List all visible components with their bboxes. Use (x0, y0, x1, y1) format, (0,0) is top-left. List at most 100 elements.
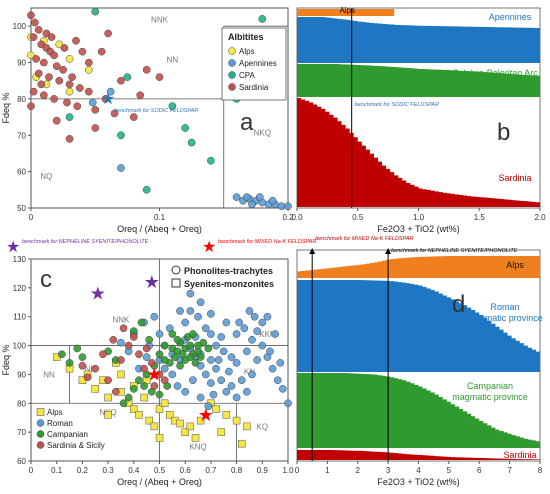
benchmark-label: benchmark for SODIC FELDSPAR (355, 102, 439, 108)
data-point (65, 87, 74, 96)
data-point (142, 344, 151, 353)
data-point (235, 318, 244, 327)
data-point (207, 309, 215, 318)
data-point (214, 356, 223, 364)
data-point (227, 353, 236, 361)
data-point (40, 91, 48, 100)
data-point (34, 25, 43, 34)
data-point (258, 318, 267, 327)
x-tick-label: 0.4 (128, 466, 140, 475)
region-label: NNK (151, 16, 169, 25)
data-point (65, 135, 74, 143)
panel-label: c (40, 266, 52, 293)
legend-label: Syenites-monzonites (184, 279, 274, 289)
legend: Alps Roman Campanian Sardinia & Sicily (36, 408, 105, 450)
data-point (72, 36, 80, 45)
data-point (91, 385, 99, 393)
data-point (217, 376, 226, 385)
data-point (88, 98, 97, 107)
data-point (181, 318, 190, 327)
data-point (129, 113, 138, 121)
data-point (248, 370, 256, 379)
data-point (29, 87, 38, 96)
x-tick-label: 3 (386, 466, 391, 475)
y-tick-label: 120 (13, 284, 27, 293)
data-point (155, 330, 164, 338)
x-axis-label: Fe2O3 + TiO2 (wt%) (377, 224, 459, 234)
legend-marker (36, 430, 45, 438)
data-point (258, 341, 267, 350)
data-point (207, 330, 215, 338)
data-point (168, 370, 177, 379)
data-point (50, 95, 58, 103)
data-point (176, 419, 184, 428)
y-tick-label: 90 (17, 370, 26, 379)
x-tick-label: 0.2 (77, 466, 89, 475)
data-point (217, 428, 225, 436)
data-point (237, 439, 246, 448)
chart-panel-b: Alps Apennines Calabro-Peloritan Arc(CPA) S… (291, 6, 546, 234)
region-label: NQ (40, 172, 52, 181)
legend-label: Sardinia & Sicily (47, 441, 105, 450)
benchmark-star: ★ (146, 364, 162, 384)
data-point (34, 69, 43, 78)
series-band (297, 17, 540, 63)
y-tick-label: 80 (17, 95, 26, 104)
data-point (109, 335, 118, 344)
data-point (68, 73, 76, 81)
y-tick-label: 100 (13, 342, 27, 351)
data-point (181, 428, 189, 436)
data-point (119, 324, 128, 333)
data-point (284, 202, 292, 211)
data-point (189, 330, 197, 338)
benchmark-label: benchmark for MIXED Na-K FELDSPAR (218, 239, 316, 245)
series-label: magmatic province (467, 313, 543, 323)
series-band (297, 450, 540, 460)
data-point (31, 18, 39, 27)
data-point (181, 387, 190, 396)
x-tick-label: 4 (416, 466, 421, 475)
x-tick-label: 0 (29, 213, 34, 222)
data-point (232, 416, 241, 425)
data-point (84, 65, 93, 74)
data-point (178, 350, 187, 359)
data-point (222, 411, 231, 419)
data-point (140, 382, 148, 390)
data-point (78, 353, 87, 361)
data-point (217, 333, 226, 341)
data-point (284, 399, 292, 408)
data-point (166, 411, 174, 419)
data-point (207, 156, 215, 165)
data-point (65, 359, 74, 367)
legend-marker (228, 83, 236, 91)
x-tick-label: 7 (507, 466, 512, 475)
data-point (91, 124, 100, 132)
data-point (29, 33, 38, 41)
data-point (204, 344, 213, 353)
data-point (104, 393, 112, 402)
data-point (168, 330, 177, 338)
data-point (155, 434, 164, 442)
data-point (104, 29, 112, 38)
data-point (101, 95, 110, 103)
benchmark-star: ★ (6, 239, 20, 256)
data-point (99, 350, 107, 359)
data-point (191, 359, 200, 367)
data-point (142, 185, 151, 194)
x-tick-label: 0 (295, 466, 300, 475)
x-tick-label: 0 (29, 466, 34, 475)
data-point (27, 102, 35, 111)
data-point (111, 387, 120, 396)
data-point (243, 387, 251, 396)
data-point (225, 367, 233, 376)
series-label: Apennines (489, 12, 532, 22)
data-point (173, 335, 182, 344)
data-point (45, 73, 53, 81)
series-label: (CPA) (483, 79, 507, 89)
benchmark-label: benchmark for SODIC FELDSPAR (114, 108, 198, 114)
data-point (32, 55, 40, 63)
y-tick-label: 60 (17, 457, 26, 466)
y-tick-label: 50 (17, 204, 26, 213)
